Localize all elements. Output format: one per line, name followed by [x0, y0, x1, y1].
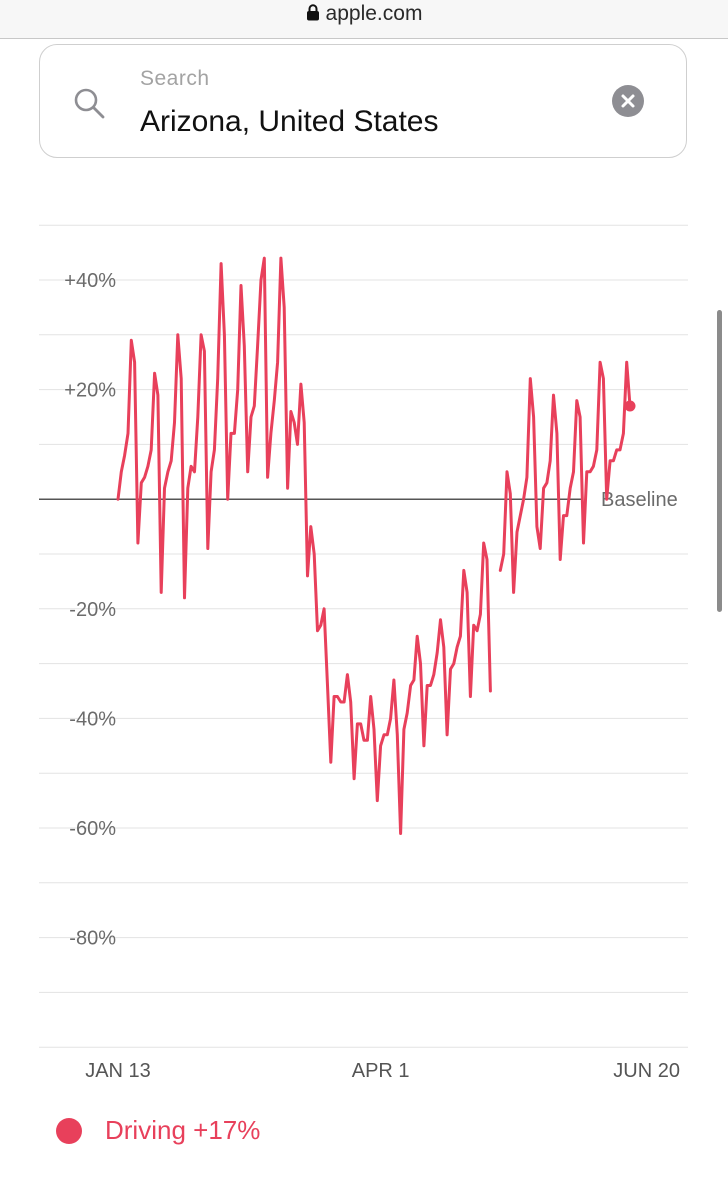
y-tick-label: -60% — [69, 818, 116, 840]
lock-icon — [306, 4, 319, 21]
scrollbar[interactable] — [717, 310, 722, 612]
y-tick-label: -40% — [69, 708, 116, 730]
search-placeholder: Search — [140, 67, 210, 90]
url-text: apple.com — [325, 2, 423, 25]
y-tick-label: +20% — [64, 380, 116, 402]
series-end-point — [624, 400, 636, 412]
search-input[interactable]: Arizona, United States — [140, 105, 439, 138]
legend-label: Driving +17% — [105, 1115, 261, 1145]
browser-address-bar[interactable]: apple.com — [0, 0, 728, 39]
x-tick-label: APR 1 — [352, 1060, 410, 1082]
close-icon — [621, 94, 635, 108]
driving-chart: Baseline +40% +20% -20% -40% -60% -80% JAN 13 AP… — [39, 224, 688, 1082]
y-tick-label: -20% — [69, 599, 116, 621]
search-box[interactable]: Search Arizona, United States — [39, 44, 687, 158]
y-tick-label: -80% — [69, 928, 116, 950]
baseline-label: Baseline — [601, 489, 678, 511]
series-line-driving — [116, 256, 492, 835]
x-tick-label: JUN 20 — [613, 1060, 680, 1082]
x-tick-label: JAN 13 — [85, 1060, 151, 1082]
clear-search-button[interactable] — [612, 85, 644, 117]
series-line-driving — [498, 360, 632, 594]
url-display[interactable]: apple.com — [0, 2, 728, 26]
search-icon — [74, 88, 105, 119]
y-tick-label: +40% — [64, 270, 116, 292]
legend-swatch — [56, 1118, 82, 1144]
